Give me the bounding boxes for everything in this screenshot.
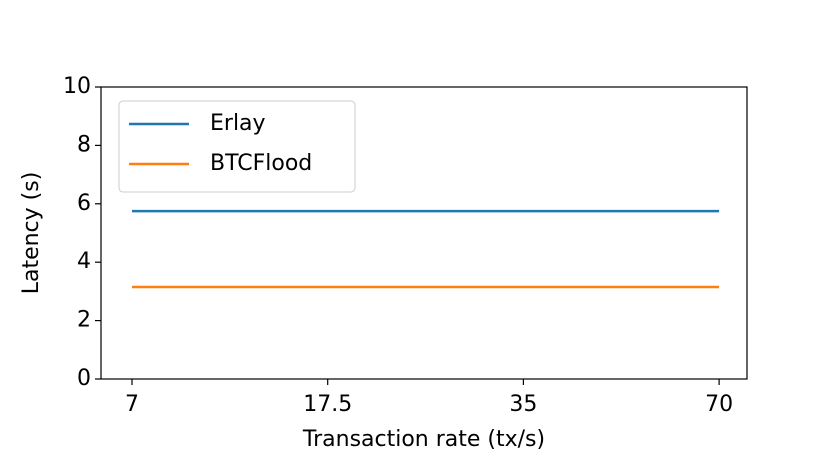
x-axis-label: Transaction rate (tx/s) [302, 427, 545, 452]
y-tick-label: 4 [77, 249, 91, 274]
y-tick-label: 6 [77, 191, 91, 216]
y-tick-label: 0 [77, 366, 91, 391]
y-tick-label: 8 [77, 132, 91, 157]
x-tick-label: 70 [705, 392, 733, 417]
y-tick-label: 2 [77, 308, 91, 333]
legend-label: Erlay [210, 111, 266, 136]
plot-frame [100, 86, 748, 380]
y-axis-label: Latency (s) [19, 172, 44, 295]
x-tick-label: 7 [125, 392, 139, 417]
legend-label: BTCFlood [210, 151, 312, 176]
x-tick-label: 35 [509, 392, 537, 417]
y-tick-label: 10 [63, 74, 91, 99]
x-tick-label: 17.5 [303, 392, 352, 417]
